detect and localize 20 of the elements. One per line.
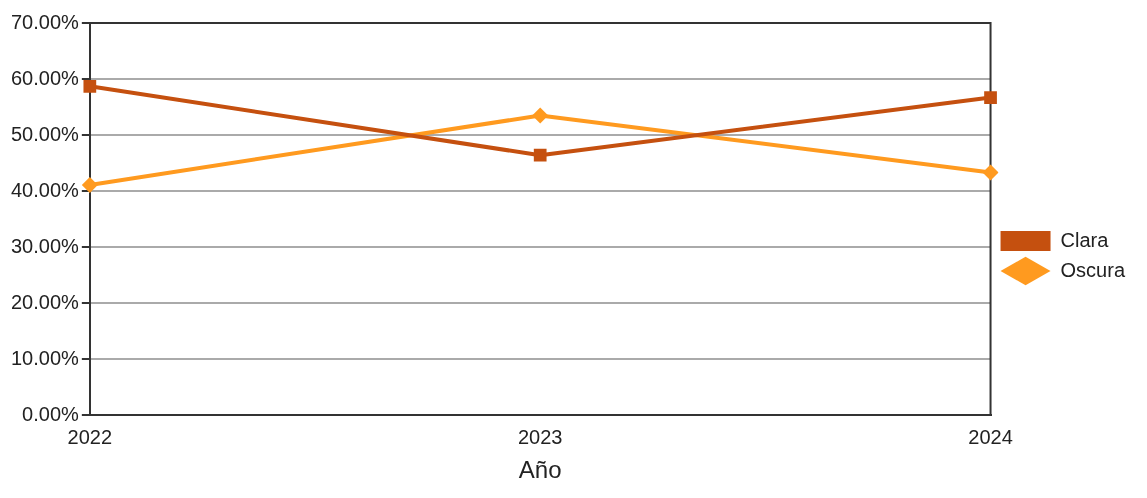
x-tick-label: 2023 <box>517 425 563 448</box>
point <box>83 79 97 93</box>
y-tick-label: 70.00% <box>10 10 80 33</box>
point <box>982 164 999 181</box>
point <box>532 107 549 124</box>
y-tick-label: 0.00% <box>22 402 80 425</box>
point <box>984 91 997 104</box>
y-tick-label: 30.00% <box>10 234 80 257</box>
x-axis-title: Año <box>518 456 562 484</box>
x-tick-label: 2022 <box>67 425 113 448</box>
legend-label: Oscura <box>1060 258 1126 281</box>
y-tick-label: 10.00% <box>10 346 80 369</box>
legend-label: Clara <box>1060 228 1110 251</box>
point <box>81 176 98 193</box>
y-tick-label: 20.00% <box>10 290 80 313</box>
y-tick-label: 40.00% <box>10 178 80 201</box>
point <box>533 148 547 162</box>
y-tick-label: 50.00% <box>10 122 80 145</box>
y-tick-label: 60.00% <box>10 66 80 89</box>
x-tick-label: 2024 <box>968 425 1013 448</box>
